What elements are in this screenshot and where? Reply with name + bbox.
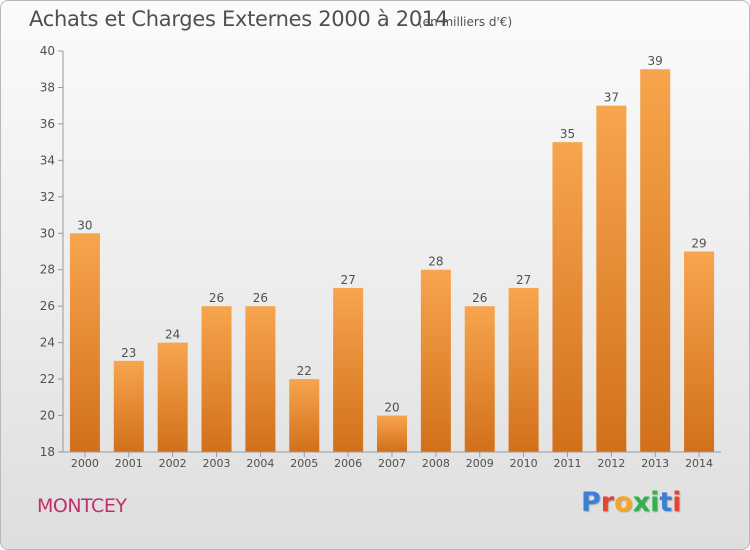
bar (245, 306, 276, 452)
chart-title: Achats et Charges Externes 2000 à 2014 (29, 7, 449, 31)
bar (69, 233, 100, 452)
bar-value-label: 20 (384, 401, 399, 415)
bar-value-label: 27 (516, 273, 531, 287)
brand-logo-letter: o (614, 487, 633, 518)
brand-logo-letter: P (581, 487, 601, 518)
bar-value-label: 24 (165, 328, 180, 342)
bar-value-label: 37 (604, 91, 619, 105)
bar (464, 306, 495, 452)
y-tick-label: 18 (40, 445, 55, 459)
bar (201, 306, 232, 452)
y-tick-label: 34 (40, 153, 55, 167)
bar-value-label: 29 (691, 237, 706, 251)
x-tick-label: 2004 (246, 457, 274, 470)
brand-logo-letter: x (632, 487, 651, 518)
x-tick-label: 2000 (71, 457, 99, 470)
y-tick-label: 28 (40, 263, 55, 277)
y-tick-label: 26 (40, 299, 55, 313)
bar (508, 287, 539, 452)
x-tick-label: 2001 (115, 457, 143, 470)
y-tick-label: 32 (40, 190, 55, 204)
x-tick-label: 2012 (597, 457, 625, 470)
bar (420, 269, 451, 452)
x-tick-label: 2006 (334, 457, 362, 470)
brand-logo-letter: i (672, 487, 682, 518)
bar-value-label: 27 (340, 273, 355, 287)
y-tick-label: 30 (40, 226, 55, 240)
y-tick-label: 40 (40, 44, 55, 58)
bar (640, 69, 671, 453)
bar-value-label: 28 (428, 255, 443, 269)
brand-logo-letter: i (650, 487, 660, 518)
bar (596, 105, 627, 452)
x-tick-label: 2014 (685, 457, 713, 470)
y-tick-label: 22 (40, 372, 55, 386)
bar (377, 415, 407, 452)
commune-name: MONTCEY (37, 495, 127, 517)
y-tick-label: 24 (40, 336, 55, 350)
bar-value-label: 23 (121, 346, 136, 360)
x-tick-label: 2002 (159, 457, 187, 470)
bar (113, 360, 144, 452)
bar-value-label: 39 (648, 54, 663, 68)
bar-value-label: 30 (77, 218, 92, 232)
bar (333, 287, 364, 452)
chart-subtitle: (en milliers d'€) (418, 15, 513, 29)
x-tick-label: 2013 (641, 457, 669, 470)
brand-logo: Proxiti (581, 487, 682, 518)
brand-logo-letter: t (659, 487, 673, 518)
x-tick-label: 2009 (466, 457, 494, 470)
x-tick-label: 2010 (510, 457, 538, 470)
y-tick-label: 20 (40, 409, 55, 423)
bar-value-label: 26 (253, 291, 268, 305)
x-tick-label: 2005 (290, 457, 318, 470)
x-tick-label: 2003 (203, 457, 231, 470)
bar-value-label: 35 (560, 127, 575, 141)
bar-value-label: 22 (297, 364, 312, 378)
x-tick-label: 2008 (422, 457, 450, 470)
y-tick-label: 36 (40, 117, 55, 131)
bar (684, 251, 715, 452)
y-tick-label: 38 (40, 80, 55, 94)
bar (157, 342, 188, 452)
x-tick-label: 2011 (553, 457, 581, 470)
bar-value-label: 26 (472, 291, 487, 305)
x-tick-label: 2007 (378, 457, 406, 470)
brand-logo-letter: r (600, 487, 615, 518)
bar-value-label: 26 (209, 291, 224, 305)
bar (552, 142, 583, 453)
bar (289, 379, 320, 452)
